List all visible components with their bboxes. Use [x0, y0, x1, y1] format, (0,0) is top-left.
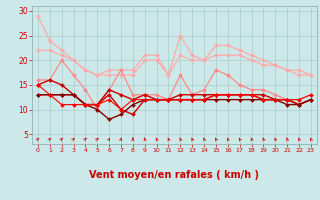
X-axis label: Vent moyen/en rafales ( km/h ): Vent moyen/en rafales ( km/h ) [89, 170, 260, 180]
